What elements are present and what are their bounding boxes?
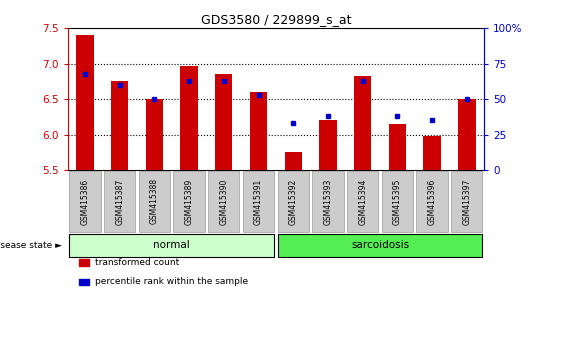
Text: sarcoidosis: sarcoidosis bbox=[351, 240, 409, 251]
Text: GSM415388: GSM415388 bbox=[150, 178, 159, 224]
Text: GSM415394: GSM415394 bbox=[358, 178, 367, 225]
Bar bbox=[284, 152, 302, 170]
Bar bbox=[146, 99, 163, 170]
Bar bbox=[250, 92, 267, 170]
Text: GSM415395: GSM415395 bbox=[393, 178, 402, 225]
Text: GSM415390: GSM415390 bbox=[220, 178, 228, 225]
Text: normal: normal bbox=[153, 240, 190, 251]
Bar bbox=[111, 81, 128, 170]
Bar bbox=[180, 66, 198, 170]
Bar bbox=[319, 120, 337, 170]
Text: GSM415393: GSM415393 bbox=[324, 178, 332, 225]
Text: GSM415397: GSM415397 bbox=[462, 178, 471, 225]
Text: GSM415392: GSM415392 bbox=[289, 178, 298, 224]
Bar bbox=[215, 74, 233, 170]
Text: GSM415391: GSM415391 bbox=[254, 178, 263, 224]
Bar bbox=[388, 124, 406, 170]
Text: GSM415389: GSM415389 bbox=[185, 178, 194, 224]
Text: GSM415386: GSM415386 bbox=[81, 178, 90, 224]
Title: GDS3580 / 229899_s_at: GDS3580 / 229899_s_at bbox=[200, 13, 351, 26]
Text: percentile rank within the sample: percentile rank within the sample bbox=[95, 277, 248, 286]
Bar bbox=[76, 35, 93, 170]
Text: transformed count: transformed count bbox=[95, 258, 179, 267]
Text: GSM415387: GSM415387 bbox=[115, 178, 124, 224]
Bar bbox=[354, 76, 372, 170]
Text: disease state ►: disease state ► bbox=[0, 241, 62, 250]
Text: GSM415396: GSM415396 bbox=[428, 178, 436, 225]
Bar bbox=[423, 136, 441, 170]
Bar bbox=[458, 99, 476, 170]
